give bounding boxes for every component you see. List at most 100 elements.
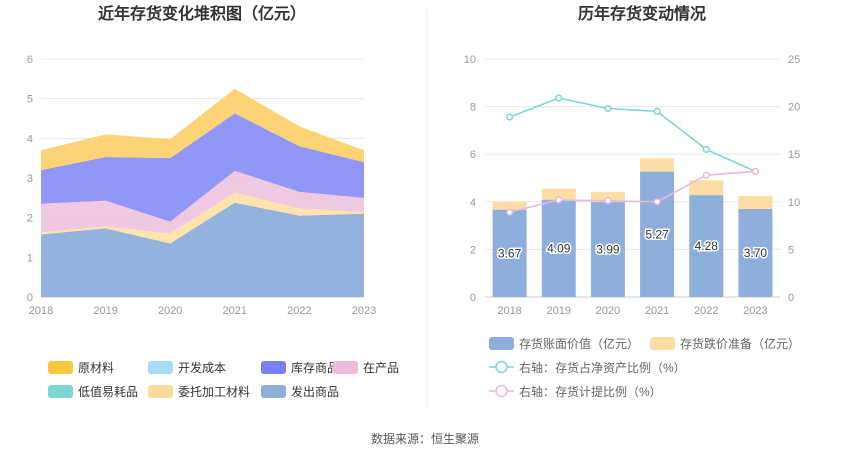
area-x-tick-label: 2019 [93,305,117,317]
line-point [555,196,563,204]
line-point [604,197,612,205]
area-chart-series [41,88,364,297]
bar-impairment-reserve [738,195,773,209]
line-point [702,171,710,179]
area-legend-label: 在产品 [363,361,399,375]
area-legend-item: 发出商品 [261,384,339,399]
data-source-note: 数据来源：恒生聚源 [371,431,479,446]
bar-value-label: 5.27 [645,227,669,241]
bar-chart-gridlines [485,58,780,298]
line-point [604,104,612,113]
line-point [555,94,563,102]
line-series-2 [509,97,756,173]
bar-chart-right-axis: 0 5 10 15 20 25 [788,54,800,304]
area-y-tick-label: 6 [27,54,33,66]
line-point [506,208,514,216]
area-x-tick-label: 2020 [158,305,182,317]
line-point [653,107,661,115]
bar-chart-legend: 存货账面价值（亿元） 存货跌价准备（亿元） 右轴：存货占净资产比例（%） 右轴：存货计… [489,336,800,399]
bar-x-tick-label: 2020 [596,305,620,317]
bar-legend-swatch [650,337,675,350]
bar-left-tick-label: 0 [470,292,476,304]
area-y-tick-label: 5 [27,94,33,106]
bar-book-value [492,209,527,297]
area-legend-item: 低值易耗品 [48,384,138,399]
area-legend-label: 原材料 [78,361,114,375]
area-legend-item: 库存商品 [261,360,339,375]
bar-left-tick-label: 8 [470,102,476,114]
area-chart-y-axis: 0 1 2 3 4 5 6 [27,54,33,304]
bar-left-tick-label: 4 [470,197,476,209]
bar-chart-data-labels: 3.67 4.09 3.99 5.27 4.28 3.70 [496,226,769,262]
bar-x-tick-label: 2021 [645,305,669,317]
area-chart-title: 近年存货变化堆积图（亿元） [98,4,306,23]
bar-book-value [590,202,625,297]
bar-legend-item: 存货账面价值（亿元） [489,336,639,351]
area-y-tick-label: 2 [27,213,33,225]
bar-legend-label: 右轴：存货计提比例（%） [519,384,662,399]
area-legend-label: 委托加工材料 [178,385,250,399]
bar-x-tick-label: 2023 [743,305,767,317]
area-chart-x-axis: 2018 2019 2020 2021 2022 2023 [29,305,376,317]
bar-chart-bars [492,158,773,297]
area-legend-label: 发出商品 [291,384,339,399]
bar-legend-item: 存货跌价准备（亿元） [650,336,800,351]
bar-right-tick-label: 20 [788,102,800,114]
line-point [702,145,710,153]
area-series-4 [41,113,364,222]
area-legend-label: 库存商品 [291,360,339,375]
area-series-3 [41,170,364,234]
line-point [751,167,759,175]
bar-legend-label: 存货跌价准备（亿元） [680,336,800,351]
bar-legend-item: 右轴：存货计提比例（%） [489,384,662,399]
bar-value-label: 3.70 [744,246,768,260]
bar-right-tick-label: 25 [788,54,800,66]
bar-impairment-reserve [492,201,527,210]
line-legend-marker [495,360,508,374]
bar-x-tick-label: 2022 [694,305,718,317]
bar-impairment-reserve [541,188,576,200]
bar-legend-swatch [489,337,514,350]
bar-value-label: 3.99 [596,243,620,257]
bar-value-label: 3.67 [498,246,522,260]
bar-impairment-reserve [590,191,625,203]
bar-legend-label: 右轴：存货占净资产比例（%） [519,360,686,375]
area-legend-swatch [261,361,286,374]
area-legend-swatch [261,385,286,398]
bar-chart-x-axis: 2018 2019 2020 2021 2022 2023 [497,305,767,317]
area-y-tick-label: 4 [27,133,33,145]
bar-book-value [738,208,773,297]
bar-book-value [640,171,675,297]
line-point [653,198,661,206]
inventory-bar-line-chart: 历年存货变动情况 3.67 4.09 3.99 5.27 4.28 3.70 0 2 4 6 8 1… [464,4,801,399]
area-y-tick-label: 3 [27,173,33,185]
line-point [506,113,514,121]
bar-left-tick-label: 6 [470,149,476,161]
area-legend-swatch [48,385,73,398]
bar-book-value [689,195,724,297]
bar-chart-title: 历年存货变动情况 [578,4,706,23]
area-legend-label: 低值易耗品 [78,384,138,399]
bar-book-value [541,199,576,297]
bar-chart-lines [506,94,759,216]
area-legend-item: 在产品 [333,361,399,375]
area-legend-label: 开发成本 [178,360,226,375]
area-series-1 [41,192,364,244]
bar-left-tick-label: 2 [470,244,476,256]
area-x-tick-label: 2018 [29,305,53,317]
area-y-tick-label: 0 [27,292,33,304]
area-x-tick-label: 2023 [352,305,376,317]
area-legend-item: 原材料 [48,361,114,375]
area-legend-swatch [48,361,73,374]
bar-impairment-reserve [689,180,724,196]
area-legend-swatch [333,361,358,374]
area-series-0 [41,202,364,297]
bar-right-tick-label: 10 [788,197,800,209]
area-x-tick-label: 2021 [223,305,247,317]
bar-right-tick-label: 0 [788,292,794,304]
bar-x-tick-label: 2019 [547,305,571,317]
bar-value-label: 4.09 [547,241,571,255]
